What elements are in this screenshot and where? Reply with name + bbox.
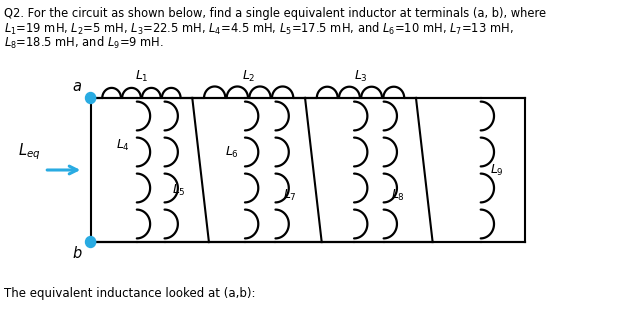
Text: $L_5$: $L_5$ (172, 182, 186, 197)
Text: $L_8$=18.5 mH, and $L_9$=9 mH.: $L_8$=18.5 mH, and $L_9$=9 mH. (4, 35, 163, 51)
Text: The equivalent inductance looked at (a,b):: The equivalent inductance looked at (a,b… (4, 287, 255, 300)
Text: $L_4$: $L_4$ (117, 138, 130, 153)
Text: $L_6$: $L_6$ (224, 144, 238, 160)
Text: $L_1$: $L_1$ (135, 69, 148, 84)
Circle shape (85, 236, 96, 247)
Text: $L_9$: $L_9$ (490, 163, 504, 178)
Text: a: a (72, 79, 81, 94)
Text: b: b (72, 246, 81, 261)
Text: $L_8$: $L_8$ (391, 188, 405, 203)
Circle shape (85, 92, 96, 103)
Text: $L_1$=19 mH, $L_2$=5 mH, $L_3$=22.5 mH, $L_4$=4.5 mH, $L_5$=17.5 mH, and $L_6$=1: $L_1$=19 mH, $L_2$=5 mH, $L_3$=22.5 mH, … (4, 21, 513, 37)
Text: $L_2$: $L_2$ (242, 69, 256, 84)
Text: $L_3$: $L_3$ (354, 69, 367, 84)
Text: $L_7$: $L_7$ (283, 188, 297, 203)
Text: Q2. For the circuit as shown below, find a single equivalent inductor at termina: Q2. For the circuit as shown below, find… (4, 7, 546, 20)
Text: $L_{eq}$: $L_{eq}$ (18, 141, 40, 162)
